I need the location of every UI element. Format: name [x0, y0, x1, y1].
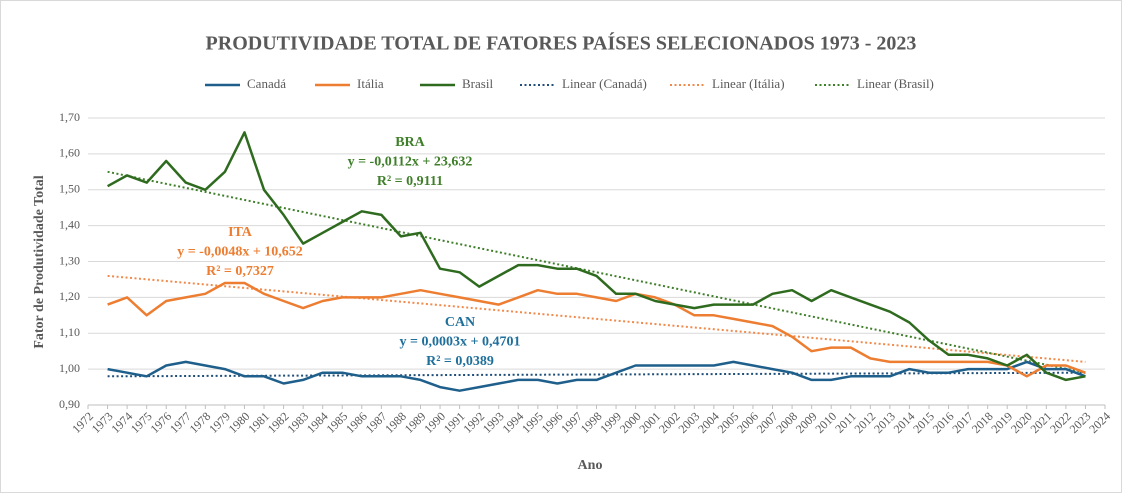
legend-label: Linear (Canadá) [562, 76, 647, 91]
legend-label: Linear (Brasil) [857, 76, 934, 91]
x-axis-label: Ano [578, 458, 603, 473]
series-line [107, 281, 1086, 378]
trend-annotation: y = -0,0112x + 23,632 [348, 155, 473, 170]
chart-title: PRODUTIVIDADE TOTAL DE FATORES PAÍSES SE… [206, 32, 917, 55]
y-tick-label: 1,50 [59, 182, 80, 196]
legend-label: Linear (Itália) [712, 76, 785, 91]
legend-label: Canadá [247, 76, 286, 91]
series-line [106, 131, 1086, 382]
series-line [107, 360, 1086, 392]
trend-annotation: R² = 0,7327 [206, 264, 274, 279]
trend-annotation: R² = 0,0389 [426, 354, 494, 369]
trend-annotation: CAN [445, 315, 475, 330]
y-tick-label: 1,10 [59, 325, 80, 339]
trend-annotation: y = 0,0003x + 0,4701 [400, 335, 521, 350]
y-tick-label: 1,60 [59, 146, 80, 160]
y-tick-label: 1,70 [59, 110, 80, 124]
legend-label: Brasil [462, 76, 493, 91]
y-tick-label: 1,20 [59, 289, 80, 303]
y-tick-label: 1,40 [59, 217, 80, 231]
trend-annotation: ITA [228, 225, 253, 240]
trend-line [107, 274, 1086, 363]
y-tick-label: 0,90 [59, 397, 80, 411]
trend-annotation: y = -0,0048x + 10,652 [177, 245, 303, 260]
y-axis-label: Fator de Produtividade Total [32, 175, 47, 348]
trend-annotation: R² = 0,9111 [377, 174, 443, 189]
legend-label: Itália [357, 76, 384, 91]
y-tick-label: 1,30 [59, 253, 80, 267]
y-tick-label: 1,00 [59, 361, 80, 375]
trend-annotation: BRA [395, 135, 425, 150]
trend-line [107, 371, 1086, 378]
